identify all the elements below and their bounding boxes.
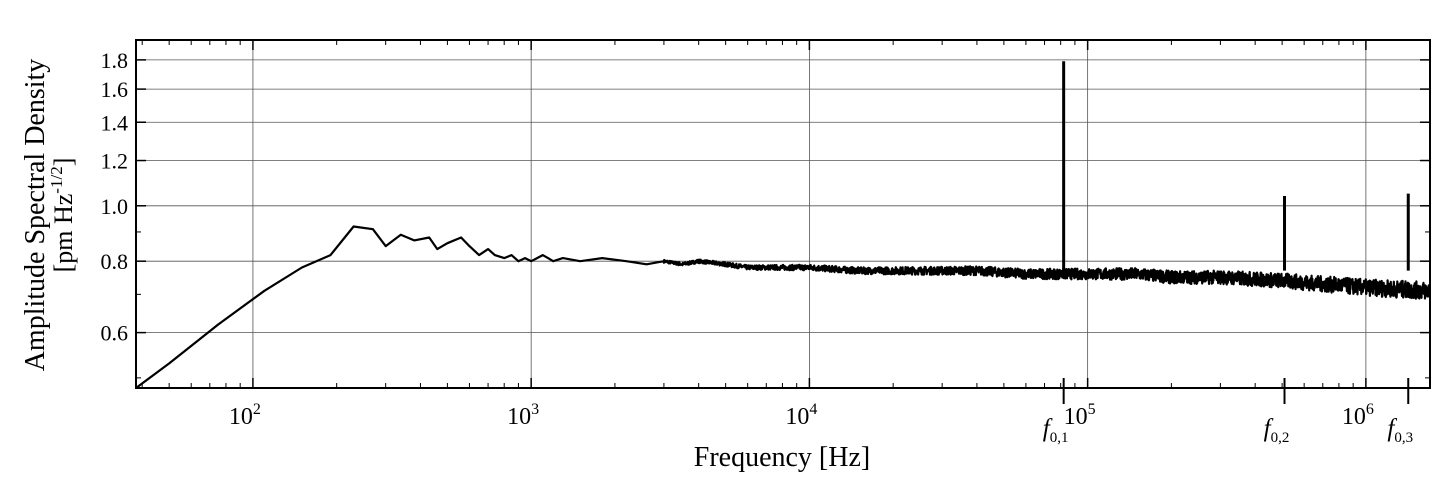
- y-tick-label: 0.8: [101, 249, 129, 274]
- x-tick-label: 105: [1064, 401, 1096, 430]
- y-axis-unit: [pm Hz-1/2]: [47, 158, 78, 273]
- x-axis-label: Frequency [Hz]: [694, 442, 870, 473]
- series-line: [135, 225, 1431, 389]
- x-tick-label: 106: [1342, 401, 1374, 430]
- y-axis-label-group: Amplitude Spectral Density: [20, 59, 51, 372]
- x-tick-label: 103: [507, 401, 539, 430]
- x-tick-label: 104: [785, 401, 817, 430]
- y-tick-label: 1.4: [101, 110, 129, 135]
- y-axis-label: Amplitude Spectral Density: [20, 59, 51, 372]
- axis-ticks: [136, 40, 1430, 388]
- x-tick-label: 102: [229, 401, 261, 430]
- peak-annotations: f0,1 f0,2 f0,3: [1043, 378, 1413, 446]
- annotation-label: f0,1: [1043, 415, 1069, 446]
- y-tick-label: 1.2: [101, 149, 129, 174]
- annotation-label: f0,2: [1264, 415, 1290, 446]
- y-tick-label: 1.6: [101, 77, 129, 102]
- y-axis-unit-group: [pm Hz-1/2]: [47, 158, 78, 273]
- series-group: [135, 61, 1431, 389]
- y-tick-label: 1.8: [101, 48, 129, 73]
- y-tick-label: 1.0: [101, 194, 129, 219]
- annotation-label: f0,3: [1387, 415, 1413, 446]
- plot-frame: [135, 39, 1431, 389]
- y-tick-label: 0.6: [101, 321, 129, 346]
- y-tick-labels: 0.6 0.8 1.0 1.2 1.4 1.6 1.8: [101, 48, 129, 346]
- grid-lines: [136, 40, 1430, 388]
- x-tick-labels: 102 103 104 105 106: [229, 401, 1374, 430]
